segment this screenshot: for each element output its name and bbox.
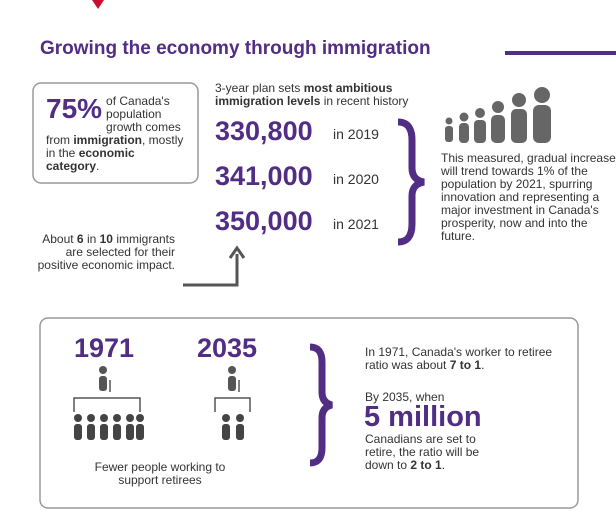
level-number: 330,800 [215, 116, 313, 146]
worker-icons [74, 414, 244, 440]
level-year: in 2020 [333, 171, 379, 187]
level-year: in 2019 [333, 126, 379, 142]
text: 2 to 1 [410, 458, 442, 472]
text: , mostly in the [46, 133, 184, 160]
brackets [73, 397, 251, 412]
ratio-box [39, 317, 579, 509]
text: immigrants are selected for their positi… [37, 232, 175, 272]
text: 7 to 1 [449, 358, 482, 372]
big-number: 5 million [364, 401, 482, 433]
text: of Canada's population growth comes from [46, 94, 181, 147]
trend-text: This measured, gradual increase will tre… [441, 151, 616, 243]
stat-box [32, 82, 199, 184]
year: 1971 [74, 333, 135, 363]
text: 10 [99, 232, 113, 246]
retiree-icons [99, 366, 240, 392]
arrow [183, 254, 239, 287]
brace [309, 343, 333, 467]
ratio-text-2b: Canadians are set to retire, the ratio w… [365, 433, 490, 472]
ratio-caption: Fewer people working to support retirees [94, 460, 226, 487]
selected-text: About 6 in 10 immigrants are selected fo… [35, 233, 175, 272]
ratio-text-2a: By 2035, when [365, 390, 445, 404]
arrow-head [228, 245, 246, 259]
text: . [481, 358, 485, 372]
people-icons [445, 87, 551, 143]
level-year: in 2021 [333, 216, 379, 232]
text: . [96, 159, 100, 173]
text: In 1971, Canada's worker to retiree rati… [365, 345, 553, 372]
arrow-fragment [92, 0, 104, 9]
brace [397, 118, 425, 246]
ratio-text-1: In 1971, Canada's worker to retiree rati… [365, 346, 555, 372]
text: 3-year plan sets [215, 81, 304, 95]
text: 6 [76, 232, 84, 246]
text: most ambitious immigration levels [215, 81, 393, 108]
stat-text: 75% of Canada's population growth comes … [46, 95, 191, 173]
plan-intro: 3-year plan sets most ambitious immigrat… [215, 82, 420, 108]
stat-percent: 75% [46, 93, 103, 124]
text: in [83, 232, 100, 246]
text: immigration [73, 133, 143, 147]
text: Canadians are set to retire, the ratio w… [365, 432, 480, 472]
level-number: 341,000 [215, 161, 313, 191]
year: 2035 [197, 333, 258, 363]
text: . [441, 458, 446, 472]
text: in recent history [320, 94, 409, 108]
text: economic category [46, 146, 135, 173]
level-number: 350,000 [215, 206, 313, 236]
title: Growing the economy through immigration [40, 38, 431, 59]
text: About [42, 232, 77, 246]
